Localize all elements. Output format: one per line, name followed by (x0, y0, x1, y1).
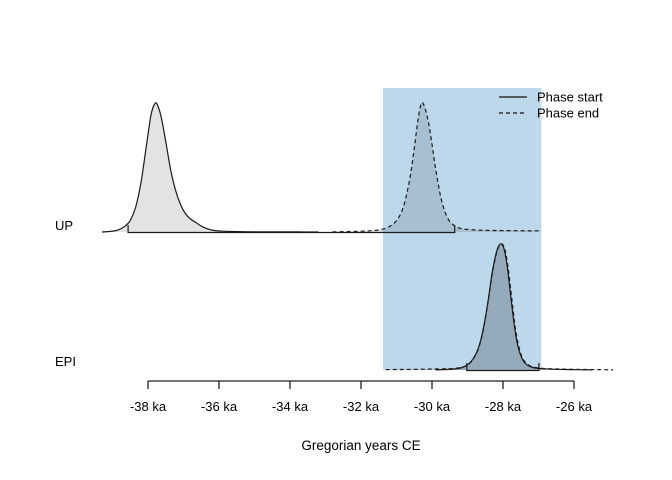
x-axis-title: Gregorian years CE (301, 438, 420, 453)
density-curves-layer (101, 101, 614, 372)
density-curve-epi-end (385, 243, 614, 371)
density-fill-up-start (101, 102, 319, 232)
x-tick-label: -36 ka (201, 399, 238, 414)
density-fill-epi-start (435, 243, 592, 370)
density-fill-epi-end (385, 243, 614, 370)
x-axis-layer: -38 ka -36 ka -34 ka -32 ka -30 ka -28 ka -26 … (130, 380, 593, 414)
x-tick-label: -30 ka (414, 399, 451, 414)
row-label-up: UP (55, 218, 73, 233)
density-curve-up-start (101, 102, 319, 233)
density-fill-up-end (332, 102, 541, 232)
x-tick-label: -34 ka (272, 399, 309, 414)
highlight-region (383, 88, 542, 370)
x-tick-label: -32 ka (343, 399, 380, 414)
row-label-epi: EPI (55, 354, 76, 369)
x-tick-label: -28 ka (485, 399, 522, 414)
x-tick-label: -26 ka (556, 399, 593, 414)
legend-label-phase-end: Phase end (537, 106, 599, 121)
legend-label-phase-start: Phase start (537, 90, 603, 105)
legend: Phase start Phase end (499, 90, 603, 121)
highlight-region-layer (383, 88, 542, 370)
hpd-interval-bracket-epi (466, 363, 540, 372)
x-tick-label: -38 ka (130, 399, 167, 414)
density-curve-up-end (332, 101, 541, 233)
hpd-interval-bracket-up (127, 225, 456, 234)
